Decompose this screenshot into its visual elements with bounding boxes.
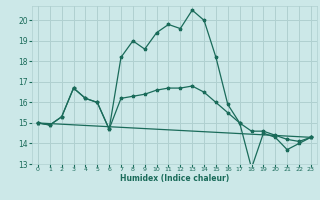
X-axis label: Humidex (Indice chaleur): Humidex (Indice chaleur) [120, 174, 229, 183]
